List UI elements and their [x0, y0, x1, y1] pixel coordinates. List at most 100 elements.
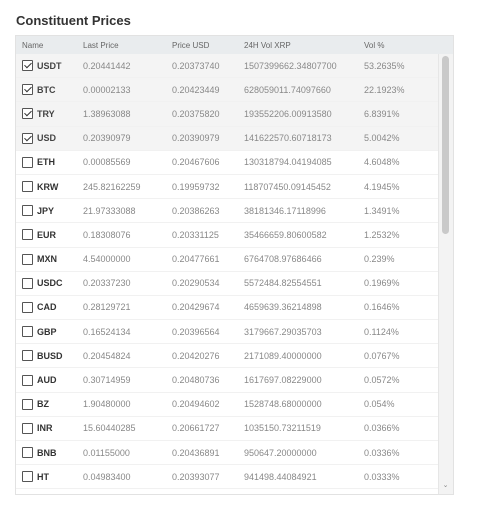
currency-name: TRY — [37, 108, 55, 119]
cell-price-usd: 0.20396564 — [172, 326, 220, 337]
table-row[interactable]: MXN 4.54000000 0.20477661 6764708.97686466 0… — [16, 247, 438, 272]
cell-vol-pct: 0.054% — [364, 399, 395, 410]
checkbox-icon[interactable] — [22, 422, 33, 434]
checkbox-icon[interactable] — [22, 181, 33, 193]
column-header-price-usd[interactable]: Price USD — [172, 40, 210, 50]
column-header-vol-pct[interactable]: Vol % — [364, 40, 385, 50]
cell-price-usd: 0.20390979 — [172, 133, 220, 144]
table-row[interactable]: CAD 0.28129721 0.20429674 4659639.36214898 0… — [16, 295, 438, 321]
cell-last-price: 0.18308076 — [83, 229, 131, 240]
cell-last-price: 15.60440285 — [83, 423, 136, 434]
checkbox-icon[interactable] — [22, 253, 33, 265]
table-row[interactable]: EUR 0.18308076 0.20331125 35466659.80600582… — [16, 223, 438, 248]
column-header-name[interactable]: Name — [22, 40, 44, 50]
cell-24h-vol-xrp: 6764708.97686466 — [244, 254, 322, 265]
currency-name: USDC — [37, 278, 63, 289]
cell-last-price: 1.90480000 — [83, 399, 131, 410]
table-row[interactable]: THB6.370262540.20036756952091.502180230.… — [16, 489, 438, 494]
cell-name: USDC — [16, 277, 83, 289]
table-row[interactable]: HT 0.04983400 0.20393077 941498.44084921 0.0… — [16, 465, 438, 490]
cell-24h-vol-xrp: 130318794.04194085 — [244, 157, 332, 168]
checkbox-icon[interactable] — [22, 156, 33, 168]
column-header-last-price[interactable]: Last Price — [83, 40, 119, 50]
table-row[interactable]: BTC 0.00002133 0.20423449 628059011.7409766… — [16, 78, 438, 103]
cell-last-price: 0.00085569 — [83, 157, 131, 168]
cell-last-price: 0.20337230 — [83, 278, 131, 289]
table-row[interactable]: BNB 0.01155000 0.20436891 950647.20000000 0.… — [16, 441, 438, 466]
cell-price-usd: 0.20467606 — [172, 157, 220, 168]
checkbox-icon[interactable] — [22, 374, 33, 386]
currency-name: BNB — [37, 447, 57, 458]
cell-price-usd: 0.20386263 — [172, 205, 220, 216]
currency-name: KRW — [37, 181, 59, 192]
cell-name: USDT — [16, 60, 83, 72]
cell-24h-vol-xrp: 118707450.09145452 — [244, 181, 331, 192]
cell-24h-vol-xrp: 941498.44084921 — [244, 471, 317, 482]
cell-name: MXN — [16, 253, 83, 265]
cell-vol-pct: 0.0366% — [364, 423, 400, 434]
checkbox-icon[interactable] — [22, 108, 33, 120]
cell-24h-vol-xrp: 1507399662.34807700 — [244, 60, 337, 71]
vertical-scrollbar[interactable]: ▲ ⌄ — [438, 54, 453, 494]
table-row[interactable]: GBP 0.16524134 0.20396564 3179667.29035703 0… — [16, 320, 438, 345]
table-row[interactable]: JPY 21.97333088 0.20386263 38181346.1711899… — [16, 199, 438, 224]
checkbox-icon[interactable] — [22, 205, 33, 217]
chevron-down-icon[interactable]: ⌄ — [442, 482, 449, 489]
currency-name: USDT — [37, 60, 62, 71]
cell-24h-vol-xrp: 628059011.74097660 — [244, 84, 331, 95]
cell-price-usd: 0.20373740 — [172, 60, 220, 71]
table-row[interactable]: TRY 1.38963088 0.20375820 193552206.0091358… — [16, 102, 438, 127]
cell-name: USD — [16, 132, 83, 144]
currency-name: ETH — [37, 157, 55, 168]
table-row[interactable]: KRW 245.82162259 0.19959732 118707450.09145… — [16, 174, 438, 200]
cell-price-usd: 0.20375820 — [172, 108, 220, 119]
checkbox-icon[interactable] — [22, 350, 33, 362]
cell-vol-pct: 0.1124% — [364, 326, 399, 337]
table-row[interactable]: BUSD 0.20454824 0.20420276 2171089.40000000… — [16, 344, 438, 369]
currency-name: EUR — [37, 229, 57, 240]
cell-last-price: 0.20390979 — [83, 133, 131, 144]
cell-vol-pct: 22.1923% — [364, 84, 405, 95]
cell-name: CAD — [16, 301, 83, 313]
scrollbar-thumb[interactable] — [442, 56, 449, 234]
cell-vol-pct: 0.0333% — [364, 471, 400, 482]
checkbox-icon[interactable] — [22, 60, 33, 72]
checkbox-icon[interactable] — [22, 447, 33, 459]
cell-name: ETH — [16, 156, 83, 168]
checkbox-icon[interactable] — [22, 132, 33, 144]
cell-price-usd: 0.20480736 — [172, 375, 220, 386]
cell-last-price: 0.28129721 — [83, 302, 131, 313]
table-row[interactable]: USDC 0.20337230 0.20290534 5572484.82554551… — [16, 271, 438, 296]
currency-name: USD — [37, 133, 57, 144]
cell-name: INR — [16, 422, 83, 434]
table-row[interactable]: BZ 1.90480000 0.20494602 1528748.68000000 0.… — [16, 392, 438, 417]
checkbox-icon[interactable] — [22, 471, 33, 483]
cell-name: TRY — [16, 108, 83, 120]
cell-price-usd: 0.20494602 — [172, 399, 220, 410]
table-row[interactable]: INR 15.60440285 0.20661727 1035150.73211519… — [16, 416, 438, 441]
table-row[interactable]: USDT 0.20441442 0.20373740 1507399662.34807… — [16, 54, 438, 79]
cell-price-usd: 0.20429674 — [172, 302, 220, 313]
cell-vol-pct: 53.2635% — [364, 60, 405, 71]
checkbox-icon[interactable] — [22, 326, 33, 338]
table-row[interactable]: ETH 0.00085569 0.20467606 130318794.0419408… — [16, 150, 438, 175]
column-header-24h-vol-xrp[interactable]: 24H Vol XRP — [244, 40, 291, 50]
currency-name: GBP — [37, 326, 57, 337]
cell-24h-vol-xrp: 1528748.68000000 — [244, 399, 322, 410]
checkbox-icon[interactable] — [22, 84, 33, 96]
cell-vol-pct: 4.1945% — [364, 181, 400, 192]
checkbox-icon[interactable] — [22, 229, 33, 241]
checkbox-icon[interactable] — [22, 301, 33, 313]
cell-price-usd: 0.20393077 — [172, 471, 220, 482]
currency-name: BTC — [37, 84, 56, 95]
cell-24h-vol-xrp: 38181346.17118996 — [244, 205, 326, 216]
checkbox-icon[interactable] — [22, 398, 33, 410]
checkbox-icon[interactable] — [22, 277, 33, 289]
cell-price-usd: 0.19959732 — [172, 181, 220, 192]
table-row[interactable]: AUD 0.30714959 0.20480736 1617697.08229000 0… — [16, 368, 438, 393]
cell-24h-vol-xrp: 3179667.29035703 — [244, 326, 322, 337]
cell-last-price: 1.38963088 — [83, 108, 131, 119]
currency-name: BUSD — [37, 350, 63, 361]
table-row[interactable]: USD 0.20390979 0.20390979 141622570.6071817… — [16, 126, 438, 151]
cell-24h-vol-xrp: 141622570.60718173 — [244, 133, 332, 144]
